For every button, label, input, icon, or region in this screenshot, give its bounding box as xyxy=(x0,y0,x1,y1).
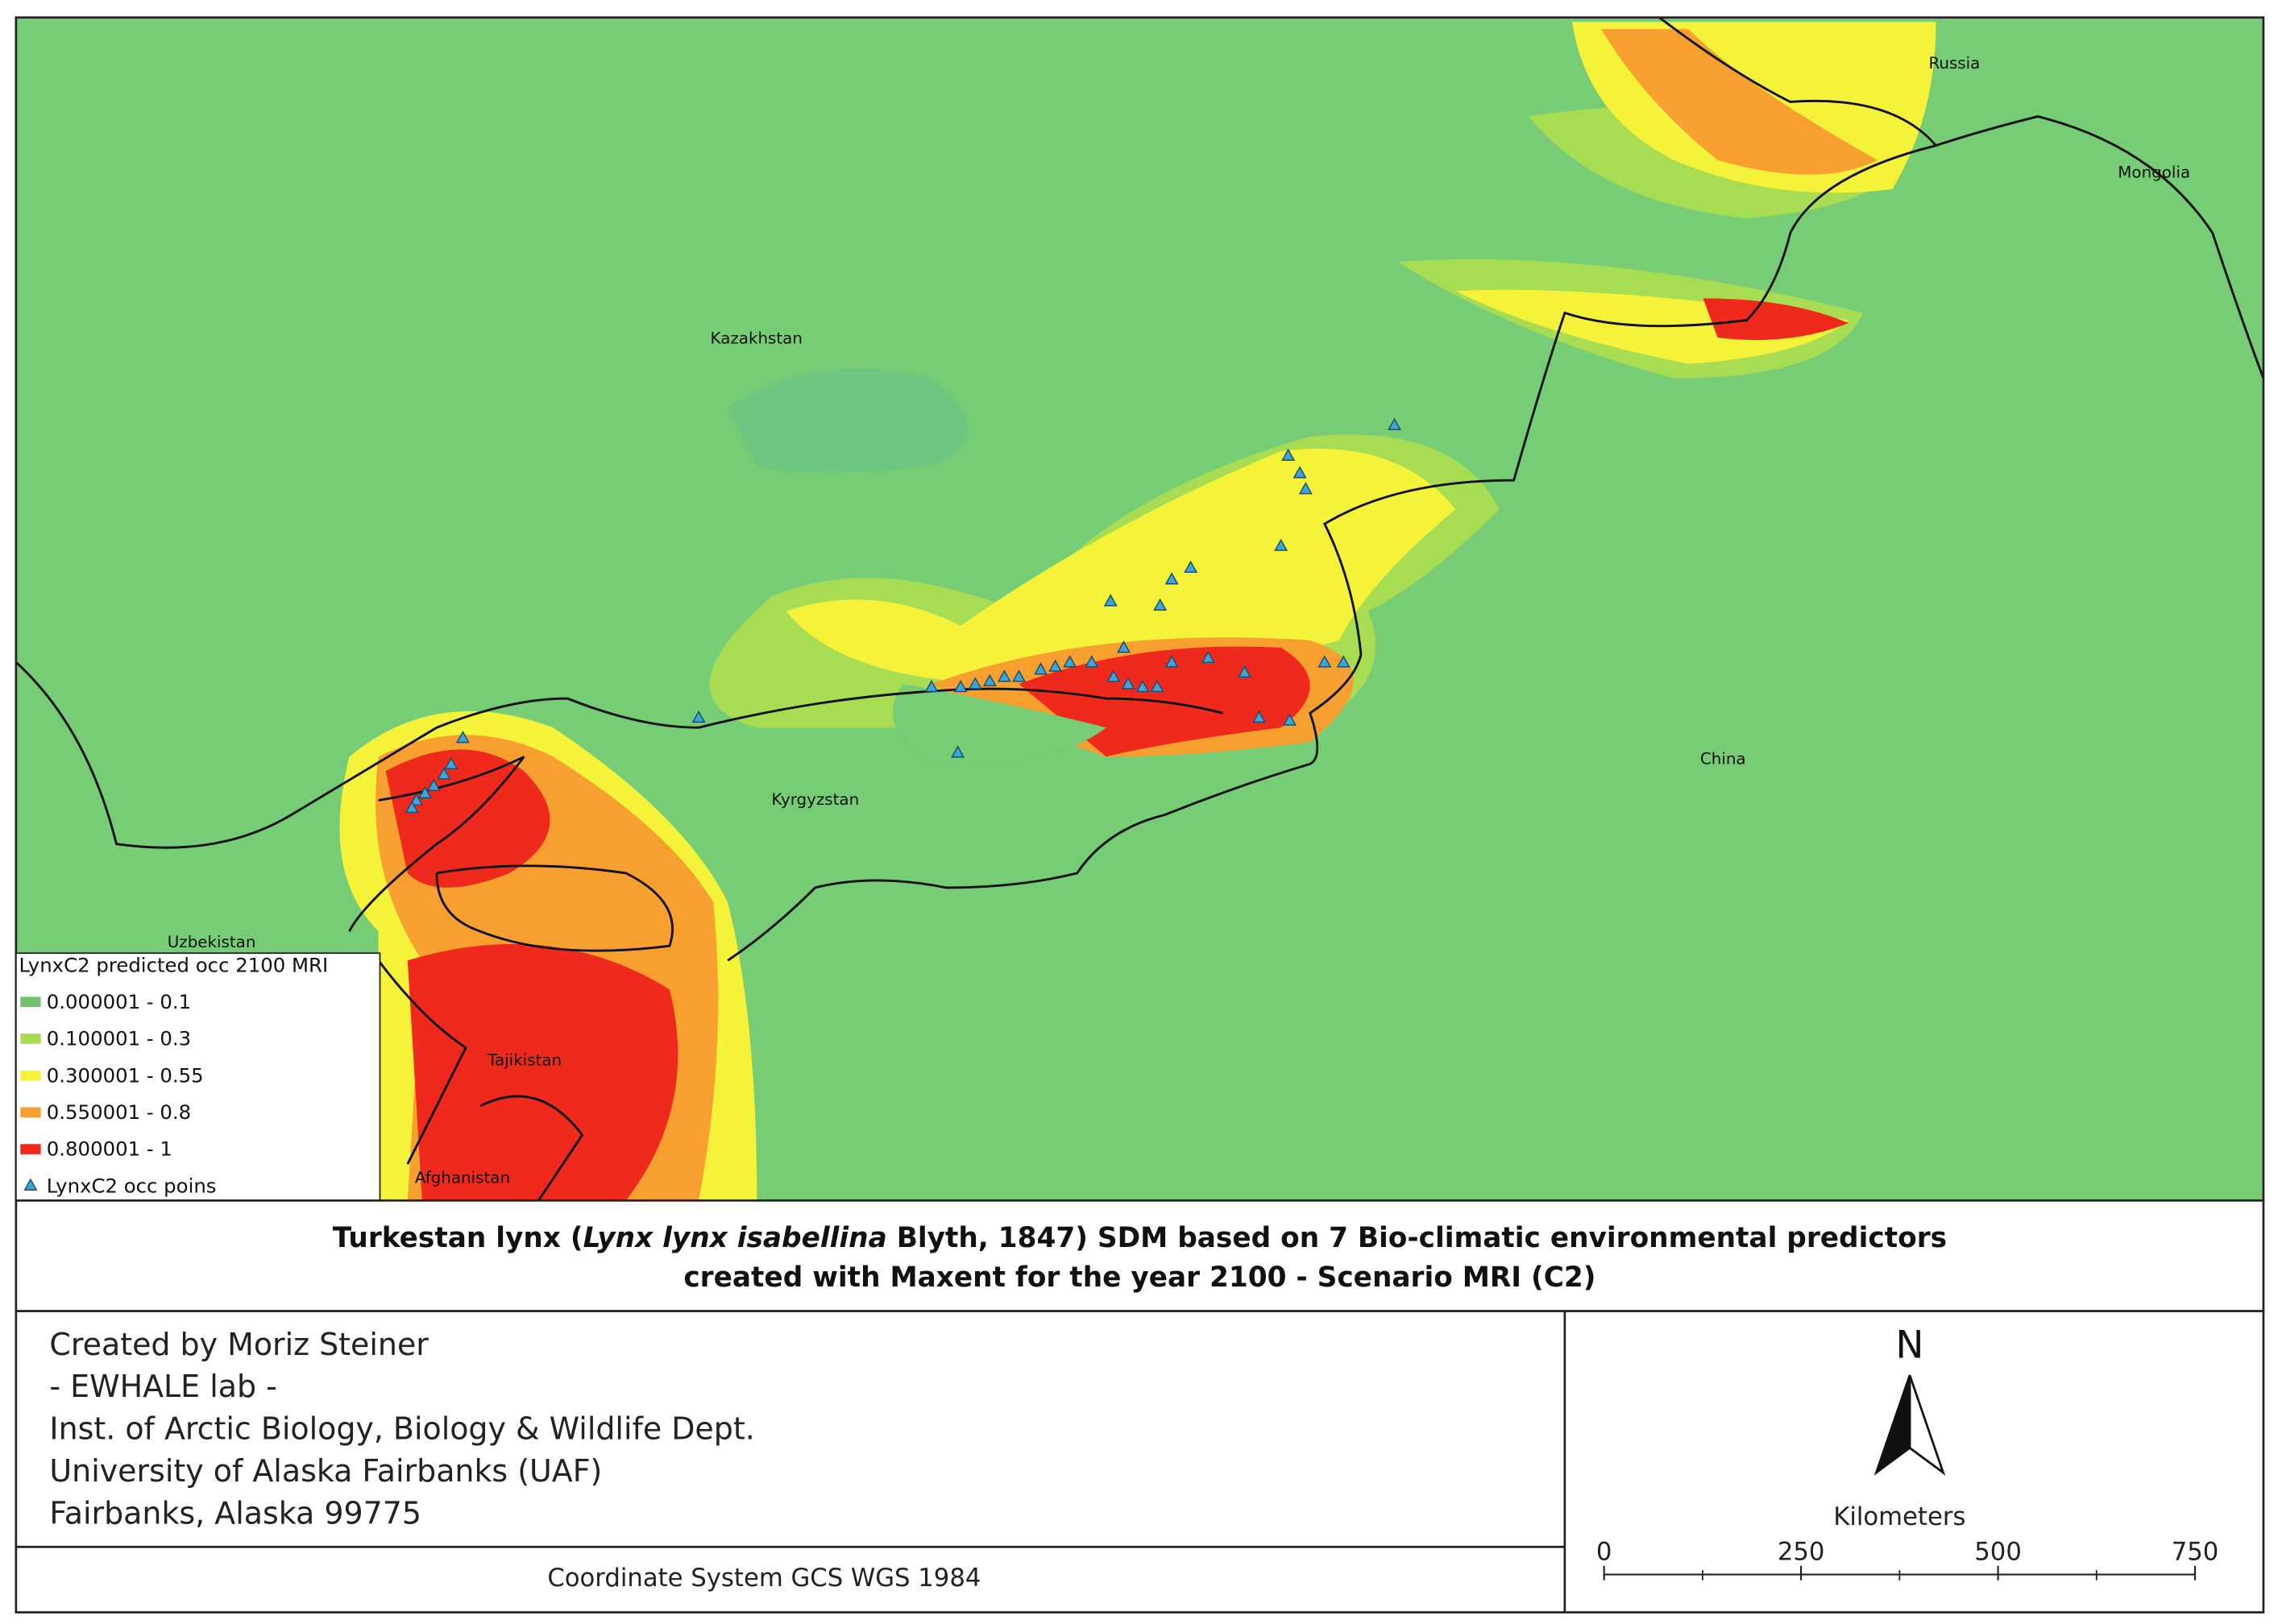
occurrence-point xyxy=(418,785,432,799)
occurrence-point xyxy=(1238,665,1251,678)
credit-line: Inst. of Arctic Biology, Biology & Wildl… xyxy=(49,1411,754,1447)
occurrence-point xyxy=(1317,655,1332,668)
occurrence-point xyxy=(1298,482,1313,495)
occurrence-point xyxy=(455,731,470,744)
occurrence-point xyxy=(1388,417,1401,431)
occurrence-points xyxy=(405,417,1401,814)
legend-swatch xyxy=(20,1107,41,1118)
title-box xyxy=(15,1199,2265,1312)
borders xyxy=(15,17,2263,1201)
title-line-2: created with Maxent for the year 2100 - … xyxy=(683,1262,1595,1294)
occurrence-point xyxy=(1034,662,1048,675)
occurrence-point xyxy=(437,767,451,780)
legend-label: LynxC2 occ poins xyxy=(47,1174,217,1197)
occurrence-point xyxy=(691,710,706,723)
occurrence-point xyxy=(1164,572,1179,585)
occurrence-point xyxy=(23,1178,38,1191)
country-label: Russia xyxy=(1928,54,1980,72)
occurrence-point xyxy=(1150,679,1164,693)
credit-line: University of Alaska Fairbanks (UAF) xyxy=(49,1453,602,1489)
title-line-1: Turkestan lynx (Lynx lynx isabellina Bly… xyxy=(333,1222,1947,1254)
occurrence-point xyxy=(968,677,982,690)
occurrence-point xyxy=(1336,655,1351,668)
country-label: Mongolia xyxy=(2118,163,2190,181)
legend-label: 0.550001 - 0.8 xyxy=(47,1100,191,1124)
occurrence-point xyxy=(1184,560,1198,574)
scale-tick-label: 750 xyxy=(2172,1538,2219,1566)
occurrence-point xyxy=(1063,655,1077,668)
suitability-zone xyxy=(1601,29,1878,175)
occurrence-point xyxy=(1048,659,1063,672)
occurrence-point xyxy=(951,745,965,758)
title-text: Turkestan lynx ( xyxy=(333,1222,583,1254)
legend-swatch xyxy=(20,1144,41,1154)
scale-tick-label: 250 xyxy=(1778,1538,1825,1566)
scale-tick-label: 0 xyxy=(1596,1538,1612,1566)
occurrence-point xyxy=(1283,713,1297,726)
occurrence-point xyxy=(1153,598,1168,611)
legend: LynxC2 predicted occ 2100 MRI 0.000001 -… xyxy=(15,952,381,1202)
country-label: Afghanistan xyxy=(415,1169,510,1187)
occurrence-point xyxy=(409,793,424,806)
credits: Created by Moriz Steiner - EWHALE lab - In… xyxy=(49,1327,754,1531)
country-label: Kyrgyzstan xyxy=(771,790,859,809)
coordinate-system: Coordinate System GCS WGS 1984 xyxy=(547,1564,981,1593)
credit-line: Created by Moriz Steiner xyxy=(49,1327,429,1362)
title-species: Lynx lynx isabellina xyxy=(583,1222,887,1254)
occurrence-point xyxy=(997,669,1011,682)
occurrence-point xyxy=(1201,650,1215,664)
suitability-zone xyxy=(786,449,1456,685)
credit-line: Fairbanks, Alaska 99775 xyxy=(49,1495,421,1531)
suitability-zone xyxy=(1703,298,1849,341)
occurrence-point xyxy=(1281,448,1296,461)
occurrence-point xyxy=(924,679,939,693)
occurrence-point xyxy=(1135,679,1150,693)
occurrence-point xyxy=(405,800,419,814)
occurrence-point xyxy=(982,673,997,686)
legend-label: 0.000001 - 0.1 xyxy=(47,990,191,1013)
occurrence-point xyxy=(1121,677,1135,690)
occurrence-point xyxy=(1012,669,1026,682)
north-arrow xyxy=(1873,1374,1911,1476)
lake xyxy=(892,684,1106,765)
occurrence-point xyxy=(1106,669,1121,682)
legend-label: 0.300001 - 0.55 xyxy=(47,1063,204,1087)
occurrence-point xyxy=(1274,538,1288,551)
legend-box xyxy=(15,952,381,1202)
lake-basin xyxy=(728,368,969,474)
occurrence-point xyxy=(444,756,459,769)
occurrence-point xyxy=(1085,655,1099,668)
legend-swatch xyxy=(20,996,41,1008)
legend-label: 0.100001 - 0.3 xyxy=(47,1027,191,1050)
scale-tick-label: 500 xyxy=(1974,1538,2022,1566)
occurrence-point xyxy=(1117,640,1131,653)
map-frame xyxy=(15,17,2263,1201)
scale-unit: Kilometers xyxy=(1833,1503,1965,1531)
occurrence-point xyxy=(1252,710,1266,723)
country-label: Tajikistan xyxy=(487,1050,562,1069)
scale-bar: 0 250 500 750 xyxy=(1596,1538,2218,1580)
country-label: Uzbekistan xyxy=(168,933,256,951)
occurrence-point xyxy=(1103,594,1118,607)
occurrence-point xyxy=(1164,655,1179,668)
suitability-zone xyxy=(407,943,678,1201)
occurrence-point xyxy=(426,778,441,791)
country-label: China xyxy=(1700,749,1746,768)
occurrence-point xyxy=(953,679,968,693)
north-label: N xyxy=(1895,1323,1923,1367)
legend-label: 0.800001 - 1 xyxy=(47,1137,172,1161)
country-label: Kazakhstan xyxy=(711,329,803,347)
legend-swatch xyxy=(20,1034,41,1044)
credit-line: - EWHALE lab - xyxy=(49,1369,276,1404)
legend-title: LynxC2 predicted occ 2100 MRI xyxy=(19,954,328,977)
occurrence-point xyxy=(1293,466,1307,478)
title-text: Blyth, 1847) SDM based on 7 Bio-climatic… xyxy=(887,1222,1947,1254)
legend-swatch xyxy=(20,1070,41,1081)
